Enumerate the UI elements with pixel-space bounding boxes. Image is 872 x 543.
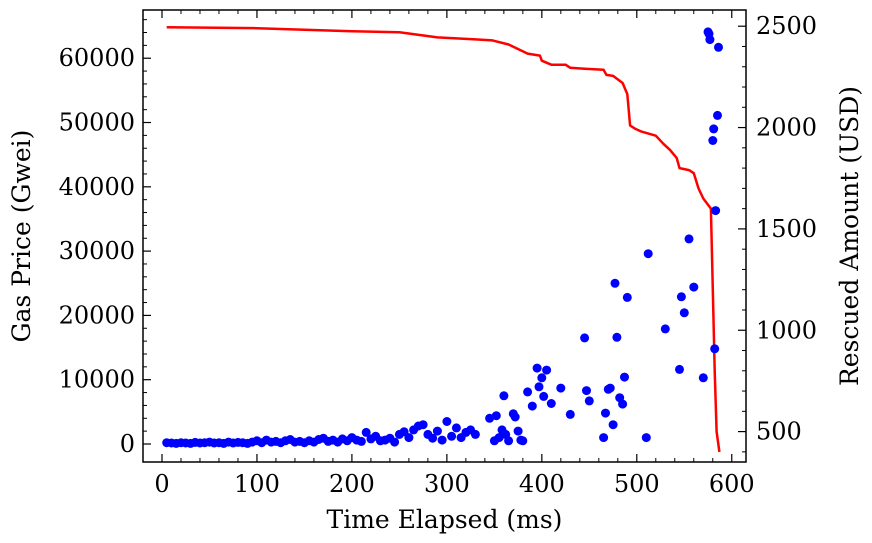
gas-price-point xyxy=(610,278,620,288)
y-right-tick-label: 2000 xyxy=(756,114,817,142)
gas-price-point xyxy=(705,35,715,45)
gas-price-point xyxy=(518,436,528,446)
y-left-axis-title: Gas Price (Gwei) xyxy=(7,130,36,343)
x-tick-label: 600 xyxy=(709,470,755,498)
gas-price-point xyxy=(676,292,686,302)
gas-price-point xyxy=(698,373,708,383)
x-tick-label: 300 xyxy=(424,470,470,498)
x-axis-title: Time Elapsed (ms) xyxy=(327,505,563,534)
y-left-tick-label: 60000 xyxy=(59,44,135,72)
gas-price-point xyxy=(491,411,501,421)
y-left-tick-label: 0 xyxy=(120,430,135,458)
y-left-tick-label: 20000 xyxy=(59,301,135,329)
y-right-axis-title: Rescued Amount (USD) xyxy=(835,86,864,386)
gas-price-point xyxy=(605,383,615,393)
gas-price-point xyxy=(510,412,520,422)
x-tick-label: 200 xyxy=(329,470,375,498)
gas-price-point xyxy=(565,409,575,419)
gas-price-point xyxy=(660,324,670,334)
y-right-axis-ticks: 500 1000 1500 2000 2500 xyxy=(738,12,817,446)
gas-price-point xyxy=(537,373,547,383)
gas-price-point xyxy=(580,333,590,343)
gas-price-point xyxy=(618,399,628,409)
gas-price-point xyxy=(539,391,549,401)
gas-price-point xyxy=(451,423,461,433)
gas-price-point xyxy=(534,382,544,392)
y-left-tick-label: 10000 xyxy=(59,366,135,394)
gas-price-point xyxy=(447,431,457,441)
gas-price-point xyxy=(499,391,509,401)
gas-price-point xyxy=(532,363,542,373)
gas-price-point xyxy=(711,206,721,216)
gas-price-point xyxy=(527,401,537,411)
rescued-amount-line-layer xyxy=(166,25,721,453)
gas-price-point xyxy=(418,420,428,430)
gas-price-point xyxy=(599,433,609,443)
gas-price-point xyxy=(442,417,452,426)
y-left-tick-label: 40000 xyxy=(59,173,135,201)
gas-price-point xyxy=(556,383,566,393)
gas-price-point xyxy=(542,365,552,375)
gas-price-point xyxy=(546,399,556,408)
y-right-tick-label: 1500 xyxy=(756,215,817,243)
y-right-tick-label: 1000 xyxy=(756,316,817,344)
y-right-tick-label: 500 xyxy=(756,418,802,446)
y-left-tick-label: 50000 xyxy=(59,109,135,137)
gas-price-point xyxy=(612,332,622,342)
gas-price-point xyxy=(437,435,447,445)
x-tick-label: 0 xyxy=(154,470,169,498)
y-left-axis-ticks: 0 10000 20000 30000 40000 50000 60000 xyxy=(59,44,151,458)
gas-price-point xyxy=(470,429,480,439)
gas-price-point xyxy=(713,110,722,120)
gas-price-point xyxy=(709,124,719,134)
minor-ticks xyxy=(143,10,746,462)
plot-frame xyxy=(142,9,747,463)
gas-price-point xyxy=(622,292,632,302)
x-axis-ticks: 0 100 200 300 400 500 600 xyxy=(154,10,755,498)
gas-price-point xyxy=(714,42,723,52)
gas-price-point xyxy=(708,136,718,145)
gas-price-point xyxy=(641,433,651,443)
gas-price-point xyxy=(361,427,371,437)
gas-price-point xyxy=(679,308,689,318)
gas-price-point xyxy=(513,426,523,436)
x-tick-label: 400 xyxy=(519,470,565,498)
gas-price-point xyxy=(404,433,414,443)
gas-price-point xyxy=(675,364,684,374)
gas-price-point xyxy=(432,426,442,436)
gas-price-scatter-layer xyxy=(162,27,723,448)
y-right-tick-label: 2500 xyxy=(756,12,817,40)
gas-price-point xyxy=(608,420,618,430)
gas-price-point xyxy=(584,396,594,406)
x-tick-label: 100 xyxy=(234,470,280,498)
gas-price-point xyxy=(523,387,533,397)
gas-price-point xyxy=(390,437,400,447)
gas-price-point xyxy=(710,344,720,354)
gas-price-point xyxy=(643,249,653,259)
gas-price-point xyxy=(684,234,694,244)
y-left-tick-label: 30000 xyxy=(59,237,135,265)
gas-price-point xyxy=(601,408,610,418)
gas-price-point xyxy=(356,436,366,446)
gas-price-point xyxy=(689,282,699,292)
gas-price-point xyxy=(620,372,629,382)
x-tick-label: 500 xyxy=(614,470,660,498)
gas-price-point xyxy=(428,433,438,443)
gas-price-point xyxy=(504,436,514,446)
gas-price-point xyxy=(582,386,591,396)
rescued-amount-line xyxy=(166,25,721,453)
